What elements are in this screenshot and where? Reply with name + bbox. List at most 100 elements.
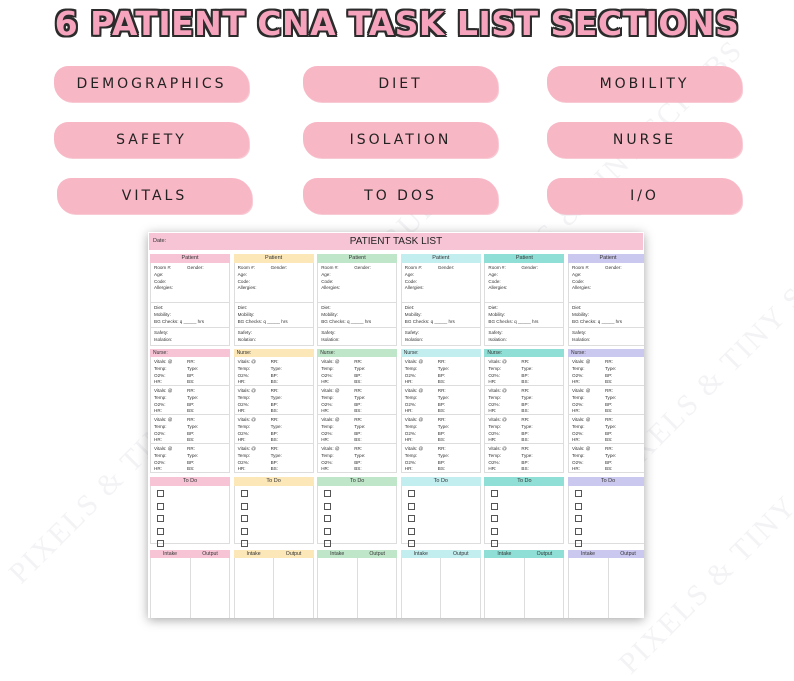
output-label: Output	[285, 551, 302, 557]
vitals-row: Vitals: @ Temp: O2%: HR: RR: Type: BP: BS:	[484, 386, 565, 415]
io-header: Intake Output	[233, 550, 314, 558]
todo-checkbox[interactable]	[575, 540, 582, 547]
intake-label: Intake	[330, 551, 345, 557]
todo-header: To Do	[484, 477, 565, 486]
diet-mobility-block: Diet: Mobility: BG Checks: q _____ hrs	[150, 303, 230, 328]
todo-checkbox[interactable]	[157, 540, 164, 547]
todo-checkbox[interactable]	[491, 515, 499, 522]
nurse-bar: Nurse:	[568, 349, 644, 357]
todo-checkbox[interactable]	[157, 502, 164, 510]
vitals-row: Vitals: @ Temp: O2%: HR: RR: Type: BP: BS:	[233, 444, 314, 473]
intake-label: Intake	[497, 551, 512, 557]
io-header: Intake Output	[150, 550, 230, 558]
todo-checkbox[interactable]	[407, 502, 415, 510]
nurse-bar: Nurse:	[233, 349, 314, 357]
safety-isolation-block: Safety: Isolation:	[317, 328, 398, 346]
section-pill-io: I/O	[547, 178, 742, 214]
sheet-title: PATIENT TASK LIST	[349, 236, 443, 247]
todo-checkbox[interactable]	[575, 527, 582, 535]
safety-isolation-block: Safety: Isolation:	[568, 328, 644, 346]
todo-checkbox[interactable]	[157, 515, 164, 522]
vitals-row: Vitals: @ Temp: O2%: HR: RR: Type: BP: BS:	[568, 444, 644, 473]
vitals-row: Vitals: @ Temp: O2%: HR: RR: Type: BP: BS:	[568, 357, 644, 386]
patient-header: Patient	[568, 254, 644, 263]
patient-header: Patient	[233, 254, 314, 263]
todo-checkbox[interactable]	[324, 515, 332, 522]
todo-checkbox[interactable]	[575, 490, 582, 497]
todo-checkbox[interactable]	[240, 490, 248, 497]
vitals-row: Vitals: @ Temp: O2%: HR: RR: Type: BP: BS:	[233, 386, 314, 415]
patient-column: Patient Room #: Gender: Age: Code: Allergie…	[568, 254, 644, 618]
todo-header: To Do	[400, 477, 481, 486]
diet-mobility-block: Diet: Mobility: BG Checks: q _____ hrs	[317, 303, 398, 328]
section-pill-diet: DIET	[303, 66, 498, 102]
todo-checkbox[interactable]	[324, 490, 332, 497]
demographics-block: Room #: Gender: Age: Code: Allergies:	[317, 263, 398, 303]
demographics-block: Room #: Gender: Age: Code: Allergies:	[484, 263, 565, 303]
todo-checkbox[interactable]	[407, 540, 415, 547]
vitals-row: Vitals: @ Temp: O2%: HR: RR: Type: BP: BS:	[150, 357, 230, 386]
nurse-bar: Nurse:	[317, 349, 398, 357]
intake-label: Intake	[162, 551, 178, 557]
todo-header: To Do	[317, 477, 398, 486]
todo-checkbox[interactable]	[575, 502, 582, 510]
date-label: Date:	[153, 238, 167, 244]
patient-column: Patient Room #: Gender: Age: Code: Allergie…	[400, 254, 481, 618]
patient-header: Patient	[400, 254, 481, 263]
output-label: Output	[536, 551, 553, 557]
vitals-row: Vitals: @ Temp: O2%: HR: RR: Type: BP: BS:	[317, 357, 398, 386]
io-body	[484, 558, 565, 618]
todo-checkbox[interactable]	[491, 540, 499, 547]
io-body	[233, 558, 314, 618]
todo-checkbox[interactable]	[240, 515, 248, 522]
todo-checkbox[interactable]	[491, 502, 499, 510]
todo-checkbox[interactable]	[407, 515, 415, 522]
todo-checkbox[interactable]	[575, 515, 582, 522]
safety-isolation-block: Safety: Isolation:	[150, 328, 230, 346]
section-pill-vitals: VITALS	[57, 178, 252, 214]
todo-header: To Do	[150, 477, 230, 486]
todo-checkbox[interactable]	[324, 502, 332, 510]
todo-checkbox[interactable]	[407, 527, 415, 535]
section-pill-isolation: ISOLATION	[303, 122, 498, 158]
intake-label: Intake	[580, 551, 596, 557]
io-body	[317, 558, 398, 618]
vitals-row: Vitals: @ Temp: O2%: HR: RR: Type: BP: BS:	[150, 415, 230, 444]
todo-list	[150, 486, 230, 547]
io-body	[568, 558, 644, 618]
output-label: Output	[620, 551, 636, 557]
vitals-row: Vitals: @ Temp: O2%: HR: RR: Type: BP: BS:	[484, 415, 565, 444]
vitals-row: Vitals: @ Temp: O2%: HR: RR: Type: BP: BS:	[400, 415, 481, 444]
section-pill-mobility: MOBILITY	[547, 66, 742, 102]
todo-checkbox[interactable]	[157, 527, 164, 535]
output-label: Output	[453, 551, 469, 557]
vitals-row: Vitals: @ Temp: O2%: HR: RR: Type: BP: BS:	[317, 444, 398, 473]
vitals-row: Vitals: @ Temp: O2%: HR: RR: Type: BP: BS:	[484, 357, 565, 386]
todo-list	[317, 486, 398, 547]
todo-checkbox[interactable]	[324, 540, 332, 547]
todo-checkbox[interactable]	[491, 490, 499, 497]
vitals-row: Vitals: @ Temp: O2%: HR: RR: Type: BP: BS:	[317, 386, 398, 415]
todo-header: To Do	[233, 477, 314, 486]
todo-checkbox[interactable]	[157, 490, 164, 497]
output-label: Output	[369, 551, 385, 557]
vitals-row: Vitals: @ Temp: O2%: HR: RR: Type: BP: BS:	[568, 415, 644, 444]
vitals-row: Vitals: @ Temp: O2%: HR: RR: Type: BP: BS:	[400, 444, 481, 473]
todo-checkbox[interactable]	[324, 527, 332, 535]
patient-column: Patient Room #: Gender: Age: Code: Allergie…	[484, 254, 565, 618]
nurse-bar: Nurse:	[484, 349, 565, 357]
todo-checkbox[interactable]	[240, 527, 248, 535]
todo-checkbox[interactable]	[407, 490, 415, 497]
demographics-block: Room #: Gender: Age: Code: Allergies:	[233, 263, 314, 303]
vitals-row: Vitals: @ Temp: O2%: HR: RR: Type: BP: BS:	[233, 415, 314, 444]
todo-checkbox[interactable]	[240, 540, 248, 547]
todo-list	[233, 486, 314, 547]
todo-list	[568, 486, 644, 547]
output-label: Output	[202, 551, 218, 557]
diet-mobility-block: Diet: Mobility: BG Checks: q _____ hrs	[568, 303, 644, 328]
todo-checkbox[interactable]	[491, 527, 499, 535]
todo-checkbox[interactable]	[240, 502, 248, 510]
io-body	[400, 558, 481, 618]
section-pill-safety: SAFETY	[54, 122, 249, 158]
demographics-block: Room #: Gender: Age: Code: Allergies:	[150, 263, 230, 303]
